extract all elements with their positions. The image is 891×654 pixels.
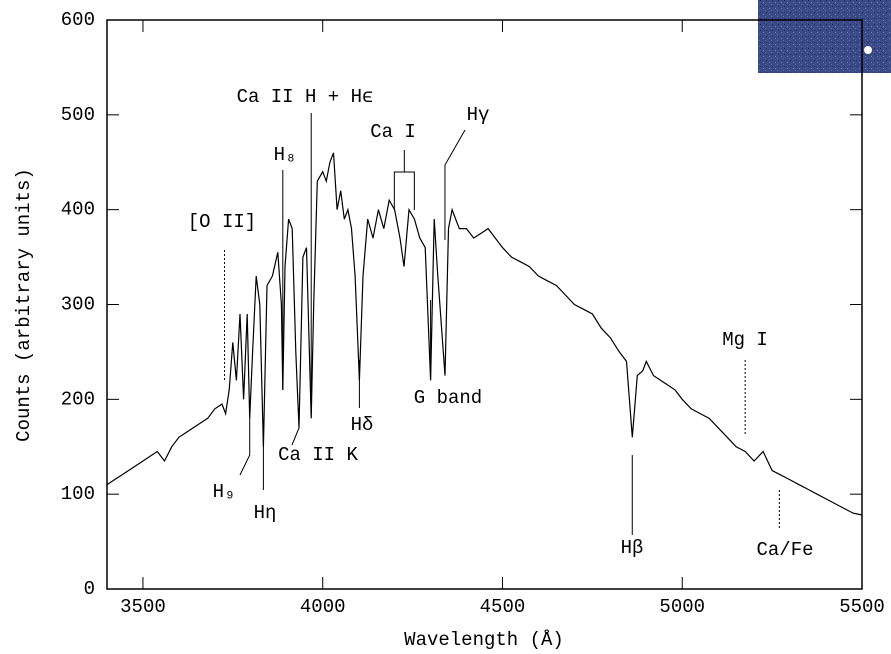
- annotation-line: [239, 418, 251, 476]
- y-tick-label: 300: [61, 294, 95, 316]
- x-axis-label: Wavelength (Å): [404, 629, 564, 651]
- annotation-label: Ca I: [370, 121, 416, 143]
- y-tick-label: 400: [61, 199, 95, 221]
- annotation-label: [O II]: [188, 211, 256, 233]
- annotation-label: H₈: [274, 144, 297, 166]
- annotation-label: Ca II K: [278, 444, 358, 466]
- annotation-bracket: [393, 171, 415, 210]
- y-tick-label: 600: [61, 9, 95, 31]
- annotation-label: Ca II H + Hϵ: [237, 86, 374, 108]
- y-tick-label: 500: [61, 104, 95, 126]
- x-tick-label: 5000: [659, 596, 705, 618]
- x-tick-label: 5500: [839, 596, 885, 618]
- annotation-label: Hβ: [621, 537, 644, 559]
- annotation-label: G band: [414, 387, 482, 409]
- x-tick-label: 4000: [300, 596, 346, 618]
- spectrum-line: [106, 152, 863, 516]
- y-tick-label: 200: [61, 388, 95, 410]
- annotation-label: Hη: [254, 502, 277, 524]
- annotation-label: Ca/Fe: [756, 539, 813, 561]
- x-tick-label: 4500: [480, 596, 526, 618]
- annotation-label: Hδ: [351, 414, 374, 436]
- annotation-label: Hγ: [467, 104, 490, 126]
- annotation-label: H₉: [213, 481, 236, 503]
- x-tick-label: 3500: [120, 596, 166, 618]
- y-tick-label: 0: [84, 578, 95, 600]
- annotation-label: Mg I: [722, 329, 768, 351]
- y-axis-label: Counts (arbitrary units): [13, 168, 35, 442]
- annotation-line: [444, 129, 466, 240]
- annotation-line: [291, 408, 300, 446]
- inset-image: [758, 0, 891, 73]
- y-tick-label: 100: [61, 483, 95, 505]
